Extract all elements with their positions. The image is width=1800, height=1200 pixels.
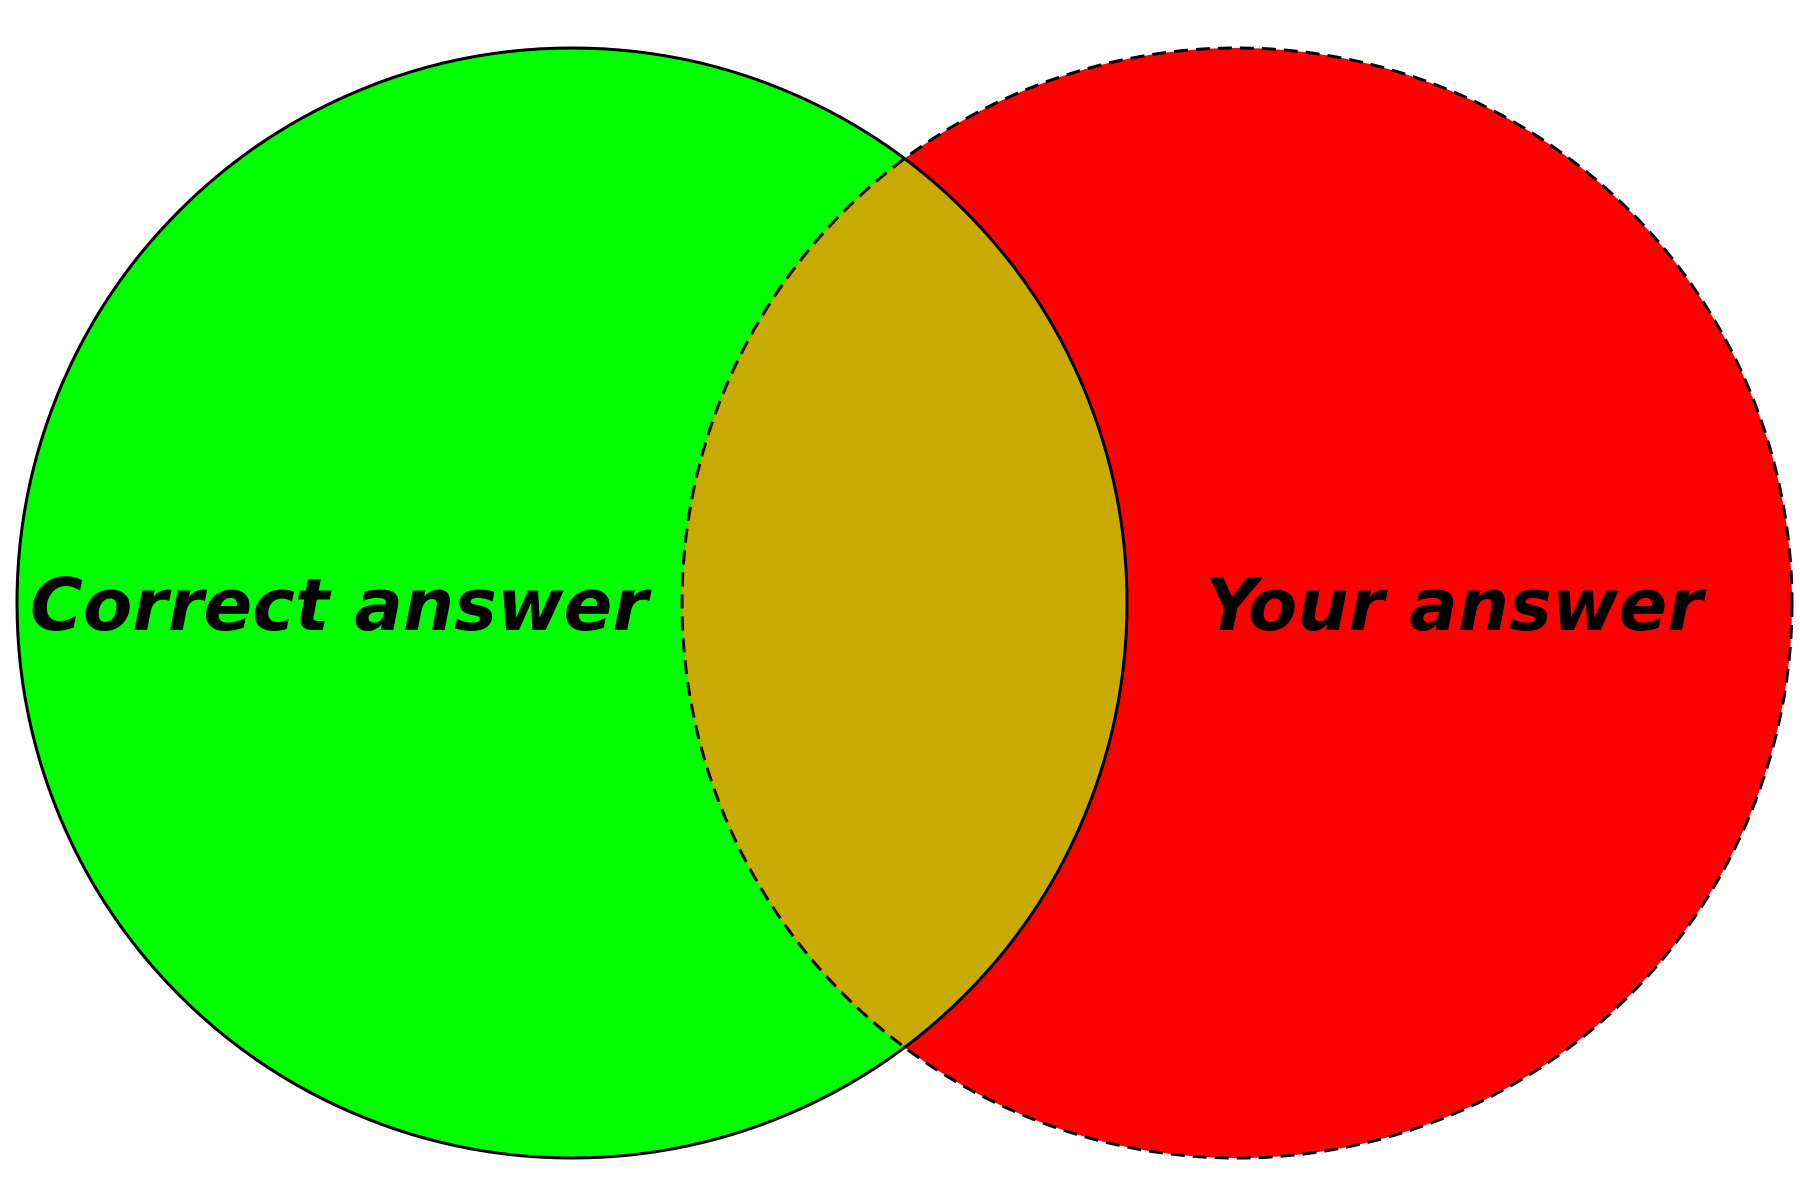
correct-answer-circle-outline: [15, 46, 1129, 1160]
your-answer-circle-outline: [680, 46, 1794, 1160]
overlap-region: [682, 48, 1127, 1158]
your-answer-label: Your answer: [1205, 563, 1707, 647]
correct-answer-label: Correct answer: [30, 563, 652, 647]
